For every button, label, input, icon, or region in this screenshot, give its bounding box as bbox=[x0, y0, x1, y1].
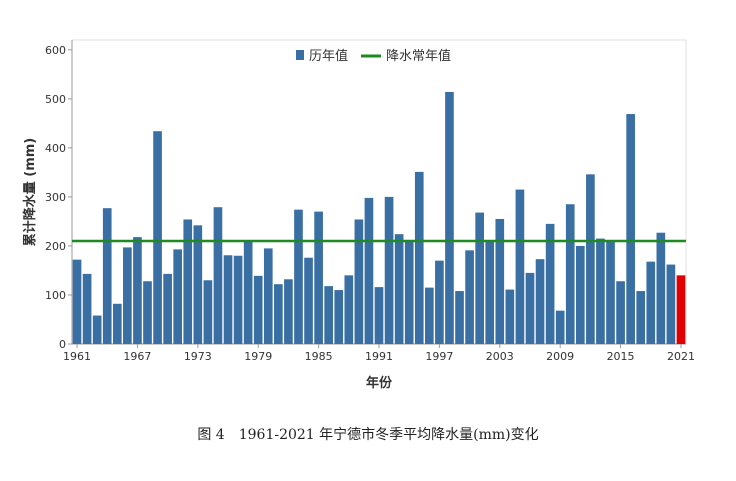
bar bbox=[505, 289, 515, 344]
bar bbox=[72, 259, 82, 344]
bar bbox=[143, 281, 152, 344]
bar bbox=[304, 257, 313, 344]
bar bbox=[374, 287, 384, 344]
bar bbox=[565, 204, 575, 344]
x-tick-label: 1967 bbox=[123, 350, 151, 363]
y-tick-label: 500 bbox=[45, 93, 66, 106]
bar bbox=[233, 255, 243, 344]
x-tick-label: 1997 bbox=[425, 350, 453, 363]
bar bbox=[253, 275, 263, 344]
x-tick-label: 1973 bbox=[184, 350, 212, 363]
bar bbox=[112, 303, 122, 344]
x-axis: 1961 1967 1973 1979 1985 1991 1997 2003 2009 2015… bbox=[63, 343, 695, 363]
x-tick-label: 1991 bbox=[365, 350, 393, 363]
bar bbox=[92, 315, 102, 344]
bar bbox=[495, 218, 505, 344]
bar bbox=[646, 261, 656, 344]
y-tick-label: 400 bbox=[45, 142, 66, 155]
bar bbox=[102, 208, 112, 344]
x-tick-label: 1961 bbox=[63, 350, 91, 363]
bar bbox=[616, 281, 625, 344]
bar bbox=[404, 241, 414, 344]
bar bbox=[555, 310, 565, 344]
bars bbox=[72, 91, 686, 344]
y-tick-label: 300 bbox=[45, 191, 66, 204]
legend-swatch-annual bbox=[296, 50, 304, 60]
bar bbox=[414, 171, 424, 344]
legend-label-normal: 降水常年值 bbox=[386, 48, 451, 64]
bar bbox=[263, 248, 273, 344]
bar bbox=[213, 207, 223, 344]
bar bbox=[274, 284, 283, 344]
bar bbox=[596, 238, 605, 344]
bar bbox=[223, 255, 233, 344]
bar bbox=[153, 131, 162, 344]
bar bbox=[294, 209, 303, 344]
bar bbox=[324, 286, 333, 344]
bar bbox=[82, 273, 92, 344]
legend-label-annual: 历年值 bbox=[309, 48, 348, 64]
bar bbox=[163, 273, 172, 344]
x-tick-label: 1979 bbox=[244, 350, 272, 363]
x-tick-label: 2021 bbox=[667, 350, 695, 363]
bar bbox=[666, 264, 676, 344]
bar-highlight bbox=[676, 275, 686, 344]
bar bbox=[606, 241, 615, 344]
x-tick-label: 2003 bbox=[486, 350, 514, 363]
y-tick-label: 100 bbox=[45, 289, 66, 302]
bar bbox=[384, 196, 394, 344]
bar bbox=[575, 245, 585, 344]
x-tick-label: 2015 bbox=[607, 350, 635, 363]
bar bbox=[203, 280, 213, 344]
bar bbox=[626, 114, 635, 344]
bar bbox=[465, 250, 474, 344]
bar bbox=[173, 249, 183, 344]
bar bbox=[445, 91, 454, 344]
y-axis-title: 累计降水量 (mm) bbox=[22, 138, 38, 247]
x-tick-label: 2009 bbox=[546, 350, 574, 363]
y-axis: 0 100 200 300 400 500 600 bbox=[45, 40, 73, 351]
bar bbox=[545, 223, 555, 344]
bar bbox=[193, 225, 203, 344]
chart: 0 100 200 300 400 500 600 1961 1967 1973 1979 1985… bbox=[22, 39, 695, 391]
y-tick-label: 600 bbox=[45, 44, 66, 57]
y-tick-label: 200 bbox=[45, 240, 66, 253]
bar bbox=[314, 211, 323, 344]
bar bbox=[535, 259, 545, 344]
bar bbox=[394, 234, 404, 344]
bar bbox=[334, 290, 344, 344]
bar bbox=[586, 174, 595, 344]
y-tick-label: 0 bbox=[59, 338, 66, 351]
x-tick-label: 1985 bbox=[305, 350, 333, 363]
bar bbox=[455, 291, 464, 344]
bar bbox=[354, 219, 364, 344]
legend: 历年值 降水常年值 bbox=[296, 48, 451, 64]
bar bbox=[485, 241, 495, 344]
x-axis-title: 年份 bbox=[366, 375, 393, 391]
bar bbox=[636, 291, 646, 344]
bar bbox=[525, 272, 535, 344]
bar bbox=[475, 212, 484, 344]
bar bbox=[344, 275, 354, 344]
bar bbox=[515, 189, 525, 344]
bar bbox=[284, 279, 293, 344]
bar bbox=[656, 232, 666, 344]
bar bbox=[243, 240, 253, 344]
bar bbox=[123, 247, 132, 344]
bar bbox=[425, 287, 434, 344]
bar bbox=[183, 219, 193, 344]
bar bbox=[133, 237, 142, 344]
bar bbox=[435, 260, 444, 344]
bar bbox=[364, 197, 374, 344]
figure-caption: 图 4 1961-2021 年宁德市冬季平均降水量(mm)变化 bbox=[197, 427, 539, 443]
